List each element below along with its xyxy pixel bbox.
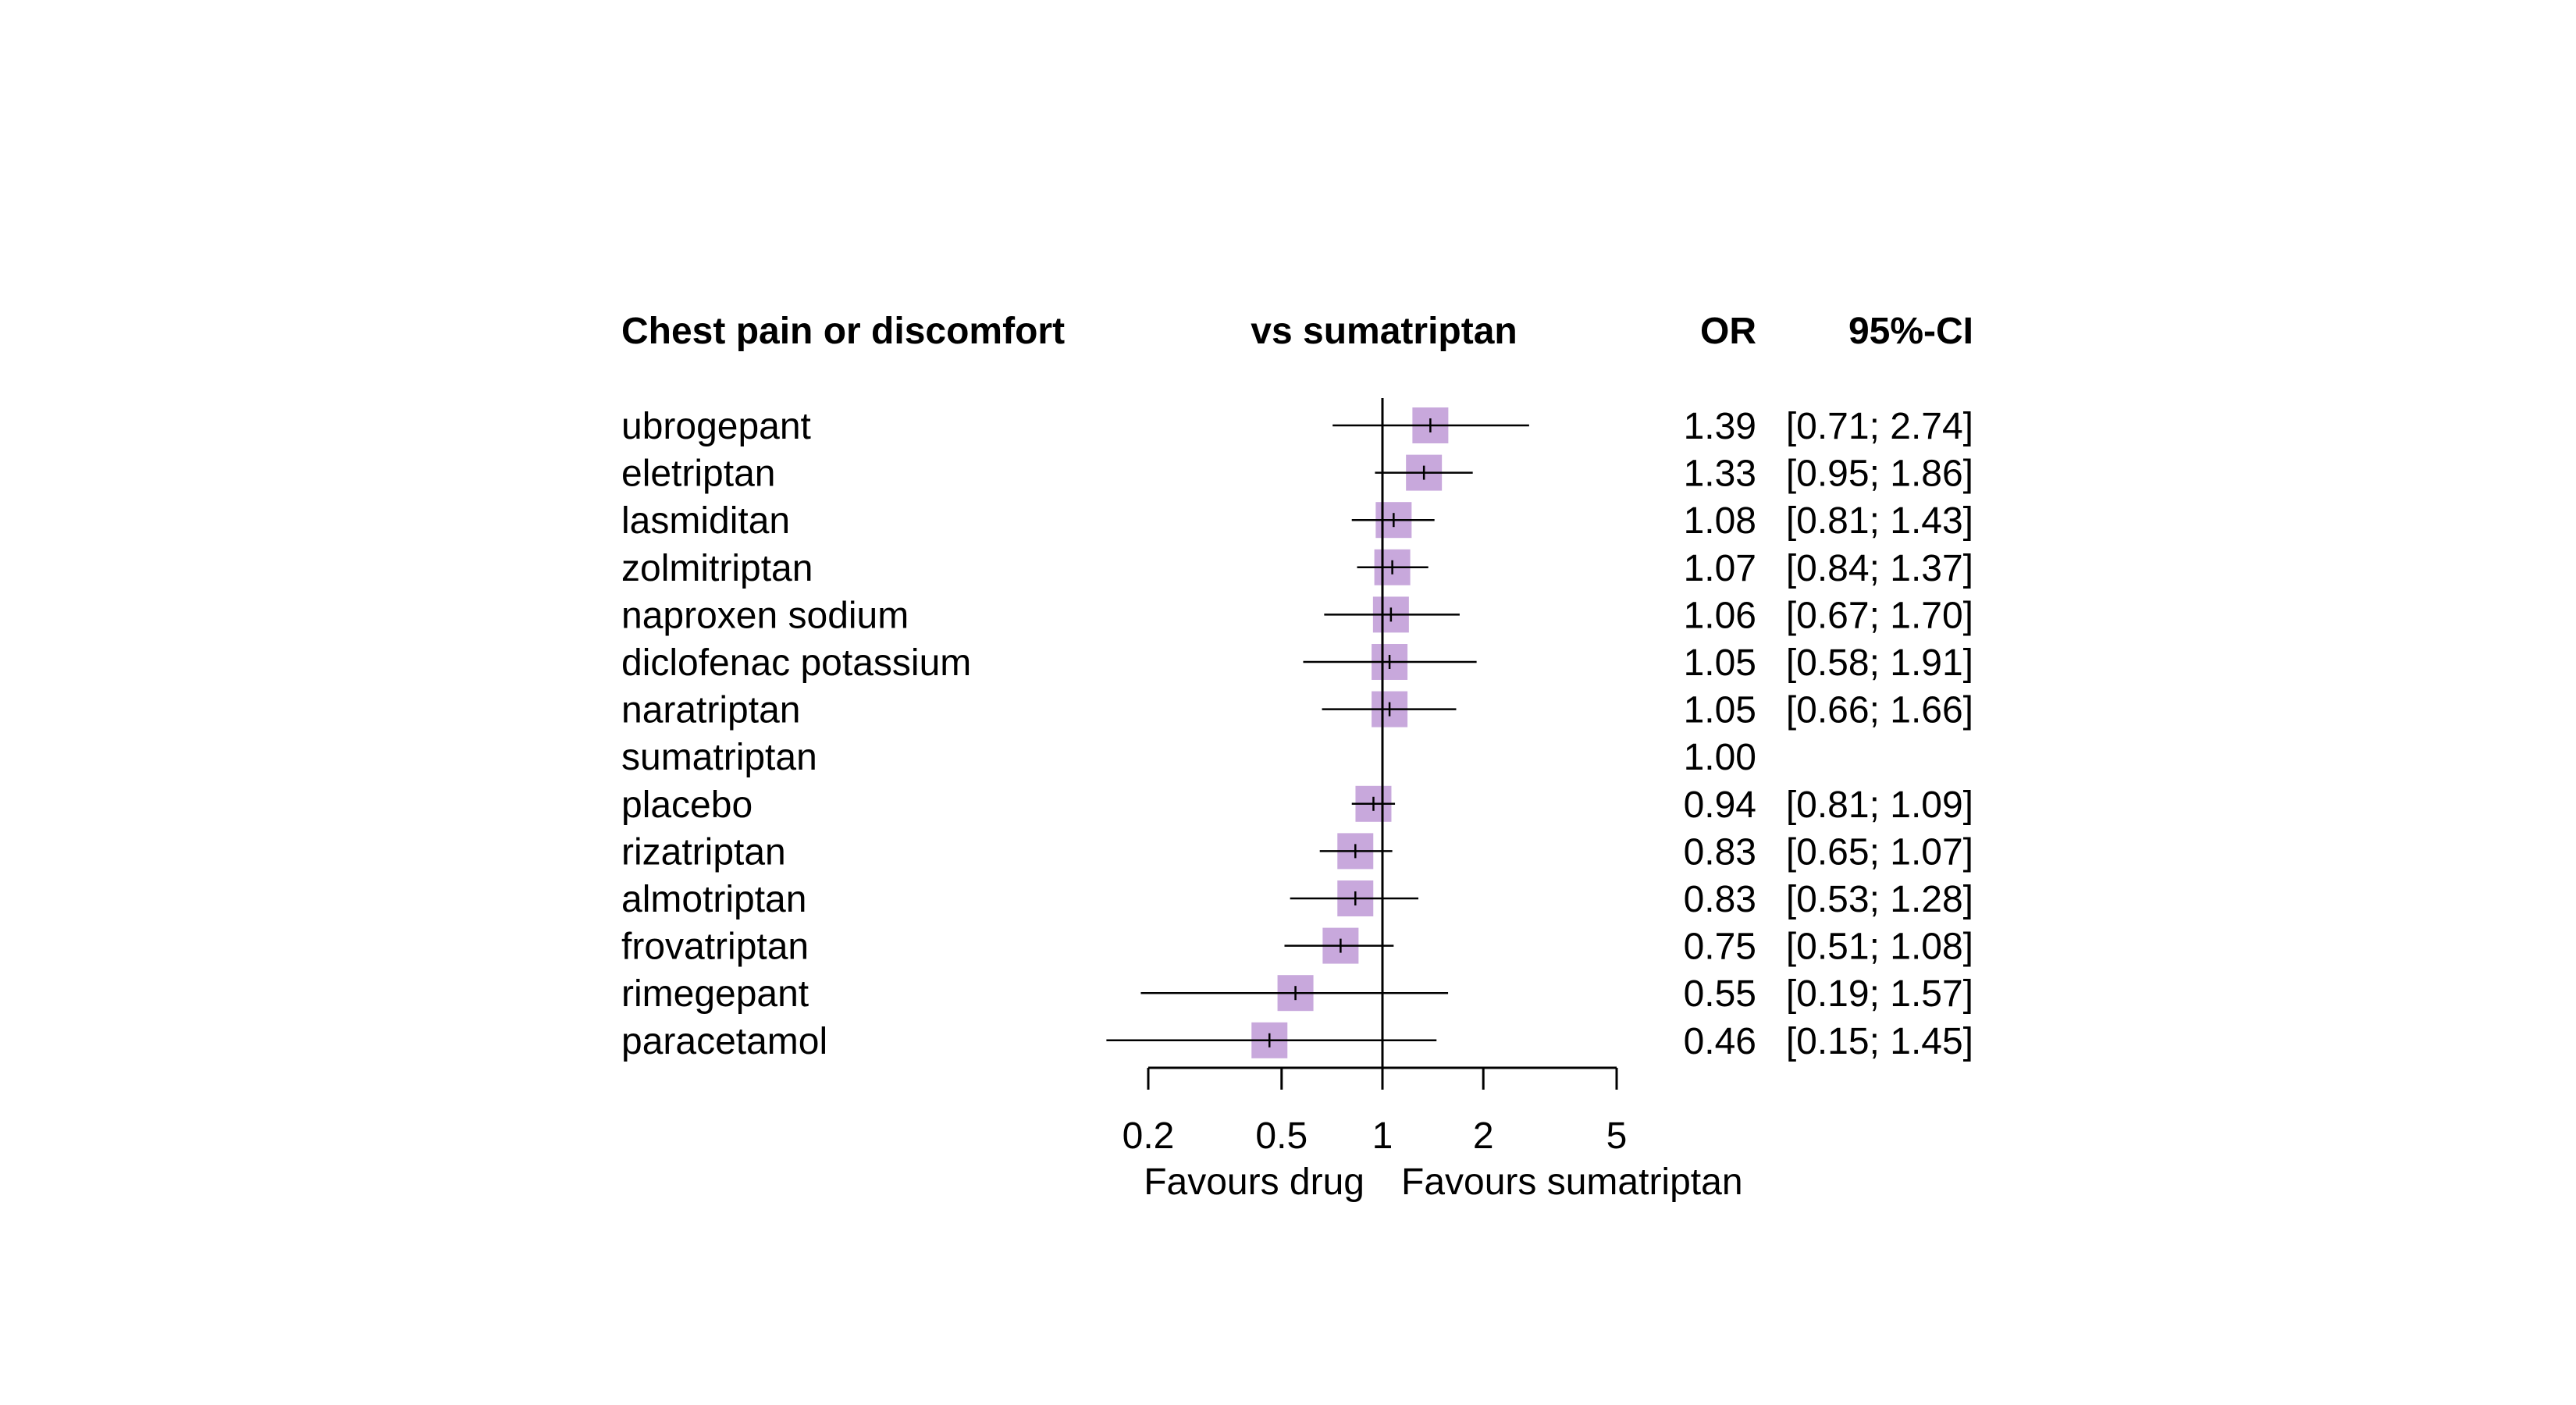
x-tick-label: 0.2 <box>1123 1115 1175 1157</box>
treatment-label: ubrogepant <box>621 406 811 447</box>
forest-row: paracetamol 0.46 [0.15; 1.45] <box>621 1021 1973 1062</box>
forest-row: diclofenac potassium 1.05 [0.58; 1.91] <box>621 642 1973 684</box>
forest-row: zolmitriptan 1.07 [0.84; 1.37] <box>621 548 1973 589</box>
rows-layer: ubrogepant 1.39 [0.71; 2.74] eletriptan 1.33… <box>621 406 1973 1062</box>
ci-value: [0.71; 2.74] <box>1786 406 1973 447</box>
forest-row: lasmiditan 1.08 [0.81; 1.43] <box>621 500 1973 542</box>
or-value: 0.55 <box>1684 973 1756 1015</box>
forest-row: rizatriptan 0.83 [0.65; 1.07] <box>621 831 1973 873</box>
x-tick-label: 2 <box>1473 1115 1494 1157</box>
treatment-label: eletriptan <box>621 454 775 495</box>
favours-sumatriptan-label: Favours sumatriptan <box>1401 1161 1743 1203</box>
forest-row: rimegepant 0.55 [0.19; 1.57] <box>621 973 1973 1015</box>
x-axis: 0.2 0.5 1 2 5 <box>1123 1066 1628 1157</box>
or-value: 1.05 <box>1684 690 1756 731</box>
ci-value: [0.81; 1.43] <box>1786 500 1973 542</box>
forest-row: eletriptan 1.33 [0.95; 1.86] <box>621 454 1973 495</box>
or-value: 1.06 <box>1684 595 1756 636</box>
or-value: 1.00 <box>1684 737 1756 778</box>
treatment-label: zolmitriptan <box>621 548 813 589</box>
or-value: 0.46 <box>1684 1021 1756 1062</box>
treatment-label: paracetamol <box>621 1021 827 1062</box>
comparison-header: vs sumatriptan <box>1251 311 1517 352</box>
or-value: 0.94 <box>1684 784 1756 826</box>
ci-value: [0.53; 1.28] <box>1786 879 1973 920</box>
ci-column-header: 95%-CI <box>1848 311 1973 352</box>
ci-value: [0.65; 1.07] <box>1786 831 1973 873</box>
ci-value: [0.81; 1.09] <box>1786 784 1973 826</box>
x-tick-label: 5 <box>1606 1115 1628 1157</box>
forest-row: ubrogepant 1.39 [0.71; 2.74] <box>621 406 1973 447</box>
forest-row: sumatriptan 1.00 <box>621 737 1756 778</box>
forest-row: naratriptan 1.05 [0.66; 1.66] <box>621 690 1973 731</box>
ci-value: [0.19; 1.57] <box>1786 973 1973 1015</box>
favours-drug-label: Favours drug <box>1144 1161 1364 1203</box>
treatment-label: naratriptan <box>621 690 800 731</box>
treatment-label: sumatriptan <box>621 737 817 778</box>
treatment-label: rimegepant <box>621 973 809 1015</box>
treatment-label: diclofenac potassium <box>621 642 971 684</box>
forest-row: naproxen sodium 1.06 [0.67; 1.70] <box>621 595 1973 636</box>
ci-value: [0.66; 1.66] <box>1786 690 1973 731</box>
treatment-label: rizatriptan <box>621 831 786 873</box>
or-value: 0.75 <box>1684 927 1756 968</box>
or-column-header: OR <box>1700 311 1756 352</box>
or-value: 0.83 <box>1684 831 1756 873</box>
treatment-label: naproxen sodium <box>621 595 909 636</box>
ci-value: [0.95; 1.86] <box>1786 454 1973 495</box>
ci-value: [0.84; 1.37] <box>1786 548 1973 589</box>
or-value: 1.33 <box>1684 454 1756 495</box>
treatment-label: almotriptan <box>621 879 806 920</box>
or-value: 1.07 <box>1684 548 1756 589</box>
or-value: 1.39 <box>1684 406 1756 447</box>
forest-row: almotriptan 0.83 [0.53; 1.28] <box>621 879 1973 920</box>
forest-row: placebo 0.94 [0.81; 1.09] <box>621 784 1973 826</box>
treatment-label: frovatriptan <box>621 927 809 968</box>
or-value: 0.83 <box>1684 879 1756 920</box>
or-value: 1.05 <box>1684 642 1756 684</box>
plot-title: Chest pain or discomfort <box>621 311 1065 352</box>
or-value: 1.08 <box>1684 500 1756 542</box>
treatment-label: lasmiditan <box>621 500 790 542</box>
x-tick-label: 0.5 <box>1255 1115 1308 1157</box>
treatment-label: placebo <box>621 784 753 826</box>
ci-value: [0.15; 1.45] <box>1786 1021 1973 1062</box>
x-tick-label: 1 <box>1372 1115 1393 1157</box>
ci-value: [0.67; 1.70] <box>1786 595 1973 636</box>
ci-value: [0.51; 1.08] <box>1786 927 1973 968</box>
ci-value: [0.58; 1.91] <box>1786 642 1973 684</box>
forest-row: frovatriptan 0.75 [0.51; 1.08] <box>621 927 1973 968</box>
